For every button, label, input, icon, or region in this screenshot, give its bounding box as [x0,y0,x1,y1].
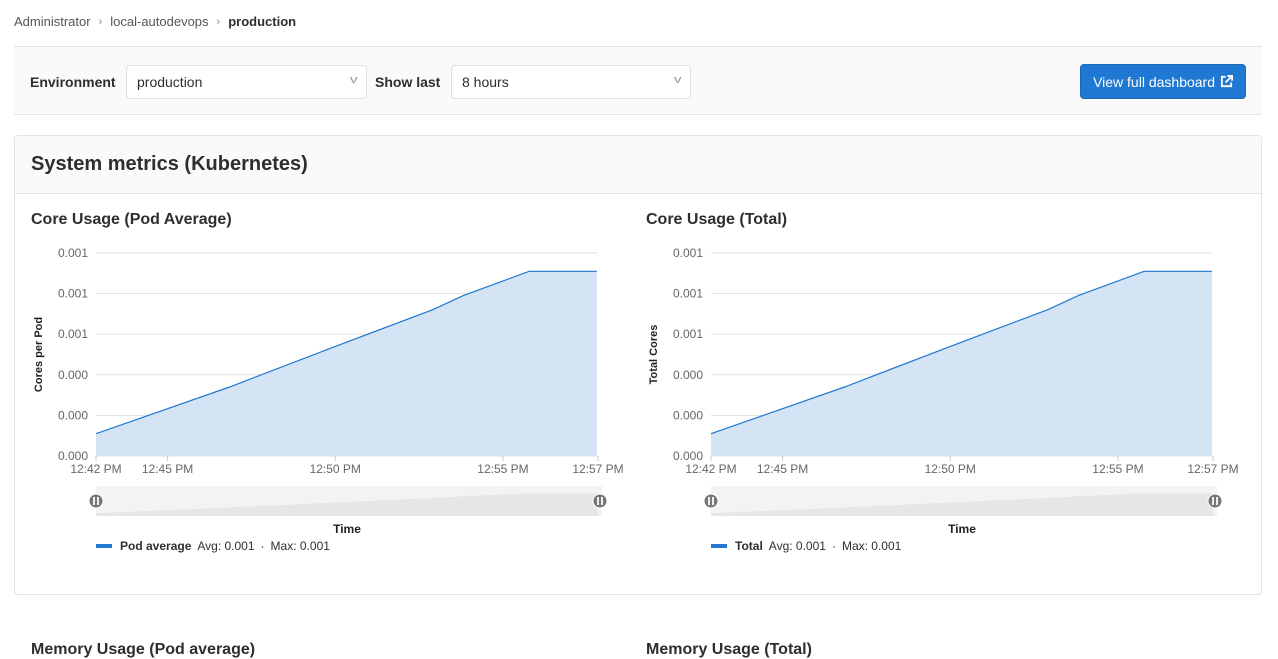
time-range-value: 8 hours [462,74,509,90]
chevron-right-icon: › [216,15,221,28]
zoom-slider-preview [711,493,1213,516]
chart-title: Core Usage (Total) [646,211,788,228]
y-tick-label: 0.000 [58,449,88,463]
dashboard-toolbar: Environment production v Show last 8 hou… [14,46,1262,115]
chart-panel: Core Usage (Pod Average) 0.000 0.000 0.000… [15,206,630,658]
handle-grip [597,497,599,505]
x-tick-label: 12:50 PM [925,462,976,476]
slider-handle-icon[interactable] [703,493,719,509]
series-line [710,270,1212,435]
environment-dropdown[interactable]: production v [126,65,367,99]
environment-value: production [137,74,203,90]
series-area [96,271,597,456]
zoom-slider-preview [96,493,598,516]
chart-title: Core Usage (Pod Average) [31,211,232,228]
handle-grip [601,497,603,505]
series-area [711,271,1212,456]
x-axis-label: Time [333,522,361,536]
x-tick-label: 12:42 PM [685,462,736,476]
y-tick-label: 0.001 [673,287,703,301]
legend-swatch [711,544,727,548]
slider-handle-icon[interactable] [1207,493,1223,509]
legend-max: Max: 0.001 [270,539,330,553]
button-label: View full dashboard [1093,73,1215,90]
y-tick-label: 0.001 [673,327,703,341]
chart-legend[interactable]: Total Avg: 0.001 · Max: 0.001 [711,539,901,553]
chevron-right-icon: › [98,15,103,28]
y-axis-label: Cores per Pod [33,317,45,392]
show-last-label: Show last [375,74,441,90]
chart-panel: Core Usage (Total) 0.000 0.000 0.000 0.001 0… [630,206,1245,658]
breadcrumb-item[interactable]: Administrator [14,14,91,29]
card-title: System metrics (Kubernetes) [15,136,1261,194]
handle-grip [97,497,99,505]
x-tick-label: 12:57 PM [572,462,623,476]
x-tick-label: 12:57 PM [1187,462,1238,476]
x-tick-label: 12:55 PM [1092,462,1143,476]
breadcrumb: Administrator › local-autodevops › produ… [14,14,296,29]
external-link-icon [1220,75,1233,88]
slider-handle-icon[interactable] [592,493,608,509]
handle-grip [708,497,710,505]
x-tick-label: 12:45 PM [757,462,808,476]
slider-handle-icon[interactable] [88,493,104,509]
chart-legend[interactable]: Pod average Avg: 0.001 · Max: 0.001 [96,539,330,553]
chart-svg[interactable]: 0.000 0.000 0.000 0.001 0.001 0.001 12:42 PM 12… [645,241,1245,541]
breadcrumb-current[interactable]: production [228,14,297,29]
y-tick-label: 0.001 [58,287,88,301]
y-tick-label: 0.001 [58,246,88,260]
chevron-down-icon: v [349,74,358,86]
x-tick-label: 12:45 PM [142,462,193,476]
chart-svg[interactable]: 0.000 0.000 0.000 0.001 0.001 0.001 12:42 PM 12… [30,241,630,541]
handle-grip [1212,497,1214,505]
time-range-dropdown[interactable]: 8 hours v [451,65,691,99]
series-line [95,270,597,435]
handle-grip [1216,497,1218,505]
system-metrics-card: System metrics (Kubernetes) Core Usage (… [14,135,1262,658]
y-tick-label: 0.001 [673,246,703,260]
legend-avg: Avg: 0.001 [197,539,255,553]
environment-label: Environment [30,74,116,90]
view-full-dashboard-button[interactable]: View full dashboard [1080,64,1246,99]
y-tick-label: 0.001 [58,327,88,341]
legend-name: Total [735,539,763,553]
breadcrumb-item[interactable]: local-autodevops [110,14,209,29]
x-axis-label: Time [948,522,976,536]
chevron-down-icon: v [673,74,682,86]
legend-max: Max: 0.001 [841,539,902,553]
legend-avg: Avg: 0.001 [768,539,826,553]
y-tick-label: 0.000 [673,408,703,422]
handle-grip [712,497,714,505]
y-tick-label: 0.000 [58,408,88,422]
legend-swatch [96,544,112,548]
x-tick-label: 12:42 PM [70,462,121,476]
next-chart-title: Memory Usage (Total) [646,641,812,658]
y-tick-label: 0.000 [58,368,88,382]
x-tick-label: 12:50 PM [310,462,361,476]
next-chart-title: Memory Usage (Pod average) [31,641,256,658]
y-tick-label: 0.000 [673,449,703,463]
handle-grip [93,497,95,505]
y-tick-label: 0.000 [673,368,703,382]
legend-name: Pod average [120,539,192,553]
y-axis-label: Total Cores [648,325,660,385]
x-tick-label: 12:55 PM [477,462,528,476]
